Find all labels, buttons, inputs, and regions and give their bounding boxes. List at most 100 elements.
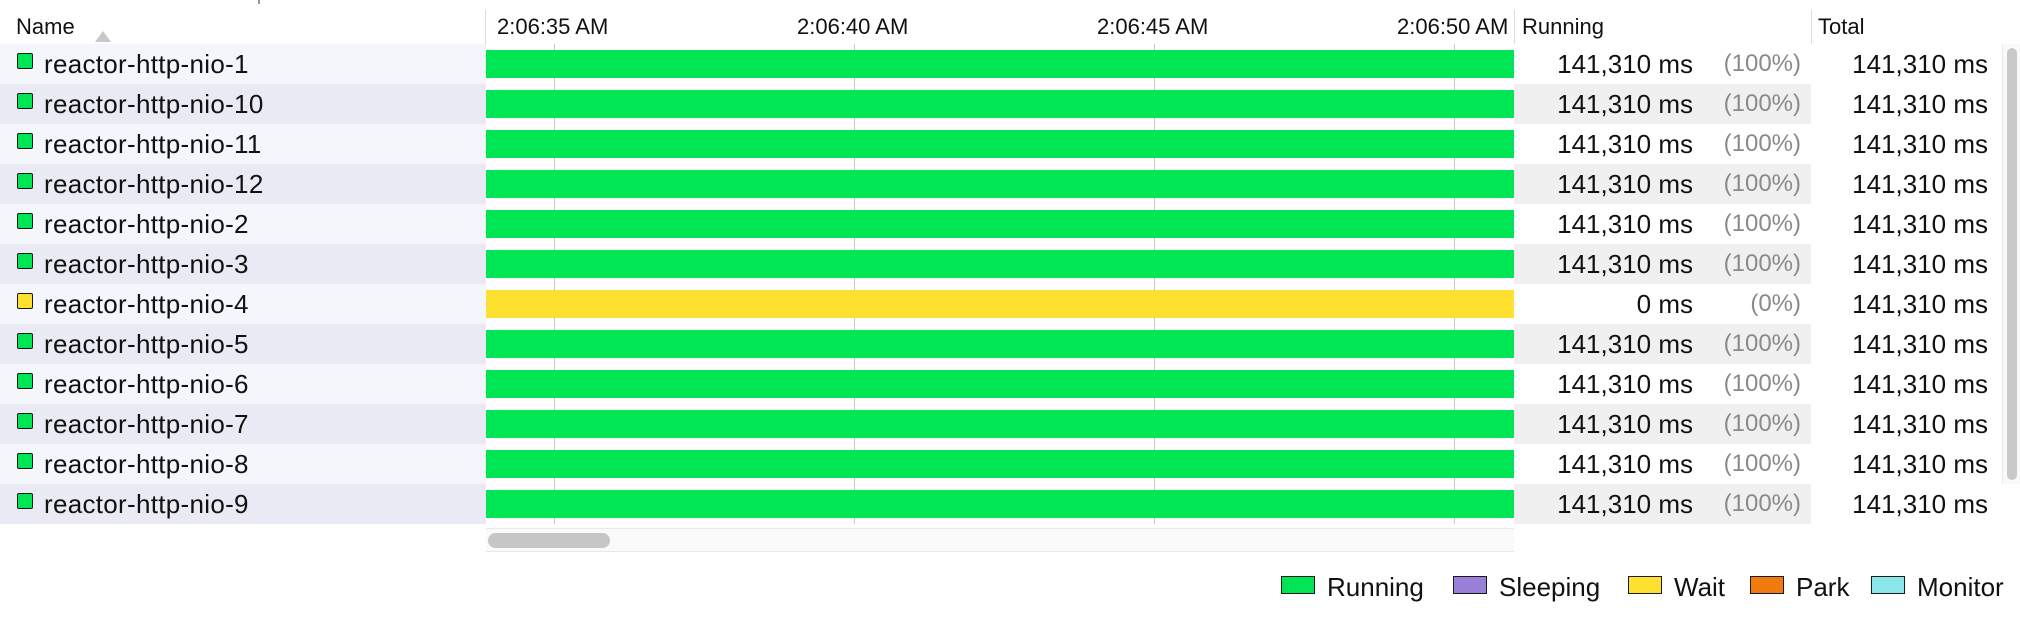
table-row[interactable]: reactor-http-nio-1 141,310 ms (100%) 141,31… (0, 44, 2000, 84)
column-header-name[interactable]: Name (16, 10, 75, 44)
timeline-cell[interactable] (486, 404, 1514, 444)
running-time: 141,310 ms (1557, 169, 1693, 199)
vertical-scrollbar[interactable] (2002, 44, 2020, 484)
thread-state-bar[interactable] (486, 490, 1514, 518)
timeline-cell[interactable] (486, 244, 1514, 284)
timeline-cell[interactable] (486, 124, 1514, 164)
running-cell: 141,310 ms (100%) (1514, 44, 1811, 84)
timeline-cell[interactable] (486, 364, 1514, 404)
thread-name-cell[interactable]: reactor-http-nio-3 (0, 244, 485, 284)
thread-state-icon (17, 53, 33, 69)
thread-name-cell[interactable]: reactor-http-nio-9 (0, 484, 485, 524)
timeline-cell[interactable] (486, 484, 1514, 524)
timeline-cell[interactable] (486, 324, 1514, 364)
thread-name-cell[interactable]: reactor-http-nio-6 (0, 364, 485, 404)
horizontal-scrollbar-thumb[interactable] (488, 533, 610, 548)
thread-state-bar[interactable] (486, 250, 1514, 278)
thread-state-bar[interactable] (486, 90, 1514, 118)
thread-name: reactor-http-nio-5 (44, 329, 249, 359)
table-row[interactable]: reactor-http-nio-4 0 ms (0%) 141,310 ms (0, 284, 2000, 324)
timeline-cell[interactable] (486, 284, 1514, 324)
sort-ascending-icon[interactable] (95, 31, 111, 42)
table-row[interactable]: reactor-http-nio-11 141,310 ms (100%) 141,3… (0, 124, 2000, 164)
total-time: 141,310 ms (1852, 89, 1988, 119)
thread-state-bar[interactable] (486, 450, 1514, 478)
thread-state-bar[interactable] (486, 50, 1514, 78)
thread-state-bar[interactable] (486, 330, 1514, 358)
horizontal-scrollbar[interactable] (486, 528, 1514, 552)
thread-state-bar[interactable] (486, 410, 1514, 438)
timeline-cell[interactable] (486, 204, 1514, 244)
column-header-running[interactable]: Running (1522, 10, 1604, 44)
running-percent: (100%) (1723, 370, 1801, 397)
column-header-name-label: Name (16, 14, 75, 39)
total-cell: 141,310 ms (1811, 164, 2000, 204)
thread-state-icon (17, 413, 33, 429)
table-row[interactable]: reactor-http-nio-6 141,310 ms (100%) 141,31… (0, 364, 2000, 404)
thread-state-bar[interactable] (486, 130, 1514, 158)
thread-name-cell[interactable]: reactor-http-nio-12 (0, 164, 485, 204)
running-percent: (100%) (1723, 330, 1801, 357)
running-cell: 141,310 ms (100%) (1514, 484, 1811, 524)
thread-state-bar[interactable] (486, 370, 1514, 398)
thread-name: reactor-http-nio-12 (44, 169, 264, 199)
legend-swatch-icon (1750, 576, 1784, 594)
table-row[interactable]: reactor-http-nio-8 141,310 ms (100%) 141,31… (0, 444, 2000, 484)
timeline-cell[interactable] (486, 164, 1514, 204)
running-time: 141,310 ms (1557, 89, 1693, 119)
legend-label: Park (1796, 572, 1850, 602)
thread-state-icon (17, 453, 33, 469)
table-row[interactable]: reactor-http-nio-2 141,310 ms (100%) 141,31… (0, 204, 2000, 244)
running-cell: 141,310 ms (100%) (1514, 444, 1811, 484)
vertical-scrollbar-thumb[interactable] (2007, 48, 2017, 480)
total-time: 141,310 ms (1852, 289, 1988, 319)
timeline-cell[interactable] (486, 444, 1514, 484)
thread-name-cell[interactable]: reactor-http-nio-8 (0, 444, 485, 484)
thread-name-cell[interactable]: reactor-http-nio-10 (0, 84, 485, 124)
table-row[interactable]: reactor-http-nio-9 141,310 ms (100%) 141,31… (0, 484, 2000, 524)
table-row[interactable]: reactor-http-nio-7 141,310 ms (100%) 141,31… (0, 404, 2000, 444)
thread-state-bar[interactable] (486, 290, 1514, 318)
running-percent: (100%) (1723, 410, 1801, 437)
thread-name-cell[interactable]: reactor-http-nio-5 (0, 324, 485, 364)
thread-name-cell[interactable]: reactor-http-nio-4 (0, 284, 485, 324)
thread-state-icon (17, 373, 33, 389)
running-cell: 141,310 ms (100%) (1514, 324, 1811, 364)
table-row[interactable]: reactor-http-nio-5 141,310 ms (100%) 141,31… (0, 324, 2000, 364)
thread-name-cell[interactable]: reactor-http-nio-1 (0, 44, 485, 84)
thread-state-bar[interactable] (486, 170, 1514, 198)
time-tick-label: 2:06:40 AM (797, 14, 909, 39)
running-percent: (100%) (1723, 90, 1801, 117)
running-time: 141,310 ms (1557, 249, 1693, 279)
thread-state-icon (17, 133, 33, 149)
column-header-total[interactable]: Total (1818, 10, 1864, 44)
column-header-running-label: Running (1522, 14, 1604, 39)
running-cell: 0 ms (0%) (1514, 284, 1811, 324)
total-cell: 141,310 ms (1811, 84, 2000, 124)
running-cell: 141,310 ms (100%) (1514, 164, 1811, 204)
running-cell: 141,310 ms (100%) (1514, 84, 1811, 124)
thread-name-cell[interactable]: reactor-http-nio-2 (0, 204, 485, 244)
running-time: 141,310 ms (1557, 409, 1693, 439)
table-row[interactable]: reactor-http-nio-3 141,310 ms (100%) 141,31… (0, 244, 2000, 284)
total-cell: 141,310 ms (1811, 204, 2000, 244)
running-time: 141,310 ms (1557, 489, 1693, 519)
total-cell: 141,310 ms (1811, 484, 2000, 524)
thread-state-icon (17, 333, 33, 349)
running-percent: (100%) (1723, 490, 1801, 517)
column-header-total-label: Total (1818, 14, 1865, 39)
thread-name-cell[interactable]: reactor-http-nio-7 (0, 404, 485, 444)
total-cell: 141,310 ms (1811, 324, 2000, 364)
state-legend: Running Sleeping Wait Park Monitor (0, 570, 2020, 604)
table-row[interactable]: reactor-http-nio-12 141,310 ms (100%) 141,3… (0, 164, 2000, 204)
table-row[interactable]: reactor-http-nio-10 141,310 ms (100%) 141,3… (0, 84, 2000, 124)
timeline-cell[interactable] (486, 44, 1514, 84)
thread-name-cell[interactable]: reactor-http-nio-11 (0, 124, 485, 164)
total-time: 141,310 ms (1852, 169, 1988, 199)
thread-state-icon (17, 213, 33, 229)
total-time: 141,310 ms (1852, 449, 1988, 479)
timeline-cell[interactable] (486, 84, 1514, 124)
thread-state-bar[interactable] (486, 210, 1514, 238)
total-cell: 141,310 ms (1811, 124, 2000, 164)
running-percent: (100%) (1723, 450, 1801, 477)
